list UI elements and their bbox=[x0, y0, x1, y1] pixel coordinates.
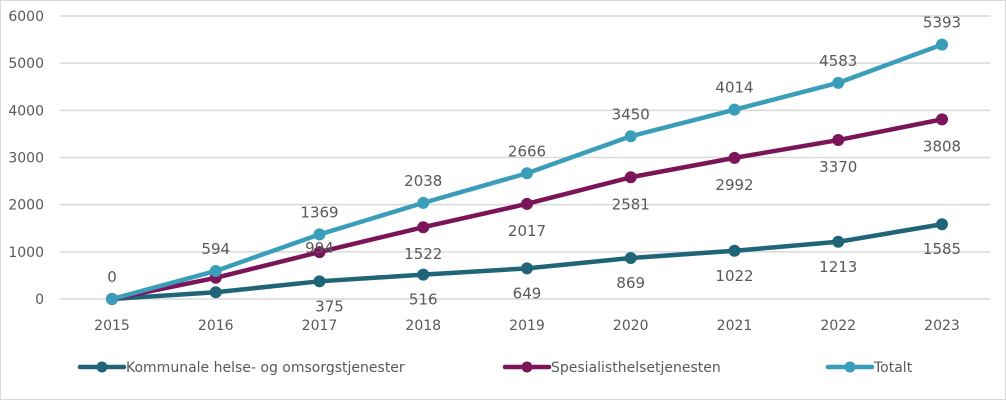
x-tick-label: 2019 bbox=[509, 318, 545, 334]
data-point bbox=[209, 264, 222, 277]
data-label: 4014 bbox=[715, 79, 753, 97]
x-tick-label: 2018 bbox=[405, 318, 441, 334]
x-tick-label: 2023 bbox=[924, 318, 960, 334]
data-label: 2666 bbox=[508, 142, 546, 160]
data-label: 4583 bbox=[819, 52, 857, 70]
x-tick-label: 2020 bbox=[613, 318, 649, 334]
y-tick-label: 0 bbox=[35, 292, 44, 308]
data-point bbox=[832, 235, 845, 248]
data-point bbox=[728, 103, 741, 116]
legend-swatch-marker bbox=[96, 361, 108, 373]
data-point bbox=[313, 246, 326, 259]
data-label: 2038 bbox=[404, 172, 442, 190]
legend-swatch-marker bbox=[521, 361, 533, 373]
y-tick-label: 5000 bbox=[8, 56, 44, 72]
data-point bbox=[936, 113, 948, 126]
data-point bbox=[521, 197, 533, 210]
data-point bbox=[313, 228, 326, 241]
y-tick-label: 6000 bbox=[8, 9, 44, 25]
data-label: 594 bbox=[201, 240, 230, 258]
y-tick-label: 4000 bbox=[8, 103, 44, 119]
data-label: 2992 bbox=[715, 176, 753, 194]
data-label: 516 bbox=[409, 291, 438, 309]
data-label: 869 bbox=[616, 274, 645, 292]
legend-swatch-marker bbox=[844, 361, 856, 373]
data-point bbox=[521, 262, 533, 275]
y-tick-label: 3000 bbox=[8, 151, 44, 167]
data-label: 5393 bbox=[923, 14, 961, 32]
data-point bbox=[624, 252, 637, 265]
data-label: 2017 bbox=[508, 222, 546, 240]
data-point bbox=[832, 76, 845, 89]
data-label: 0 bbox=[107, 268, 117, 286]
data-label: 1369 bbox=[300, 203, 338, 221]
data-label: 1585 bbox=[923, 240, 961, 258]
data-point bbox=[417, 221, 430, 234]
data-label: 2581 bbox=[612, 195, 650, 213]
y-tick-label: 2000 bbox=[8, 198, 44, 214]
data-label: 1022 bbox=[715, 267, 753, 285]
data-label: 375 bbox=[315, 297, 344, 315]
data-point bbox=[106, 293, 118, 305]
data-point bbox=[624, 130, 637, 143]
data-label: 1213 bbox=[819, 258, 857, 276]
y-tick-label: 1000 bbox=[8, 245, 44, 261]
legend-label: Spesialisthelsetjenesten bbox=[551, 360, 721, 376]
data-label: 3450 bbox=[612, 105, 650, 123]
data-point bbox=[832, 134, 845, 147]
data-point bbox=[728, 244, 741, 257]
x-tick-label: 2022 bbox=[820, 318, 856, 334]
data-point bbox=[624, 171, 637, 184]
data-point bbox=[417, 268, 430, 281]
x-tick-label: 2017 bbox=[302, 318, 338, 334]
data-label: 994 bbox=[305, 239, 334, 257]
data-label: 3370 bbox=[819, 158, 857, 176]
data-label: 1522 bbox=[404, 245, 442, 263]
data-point bbox=[728, 151, 741, 164]
data-label: 3808 bbox=[923, 137, 961, 155]
data-point bbox=[313, 275, 326, 288]
data-point bbox=[936, 38, 948, 51]
legend-label: Totalt bbox=[873, 360, 913, 376]
x-tick-label: 2021 bbox=[717, 318, 753, 334]
data-point bbox=[521, 167, 533, 180]
data-point bbox=[936, 218, 948, 231]
x-tick-label: 2016 bbox=[198, 318, 234, 334]
data-label: 649 bbox=[513, 284, 542, 302]
data-point bbox=[417, 196, 430, 209]
x-tick-label: 2015 bbox=[94, 318, 130, 334]
data-point bbox=[209, 286, 222, 299]
legend-label: Kommunale helse- og omsorgstjenester bbox=[126, 360, 405, 376]
